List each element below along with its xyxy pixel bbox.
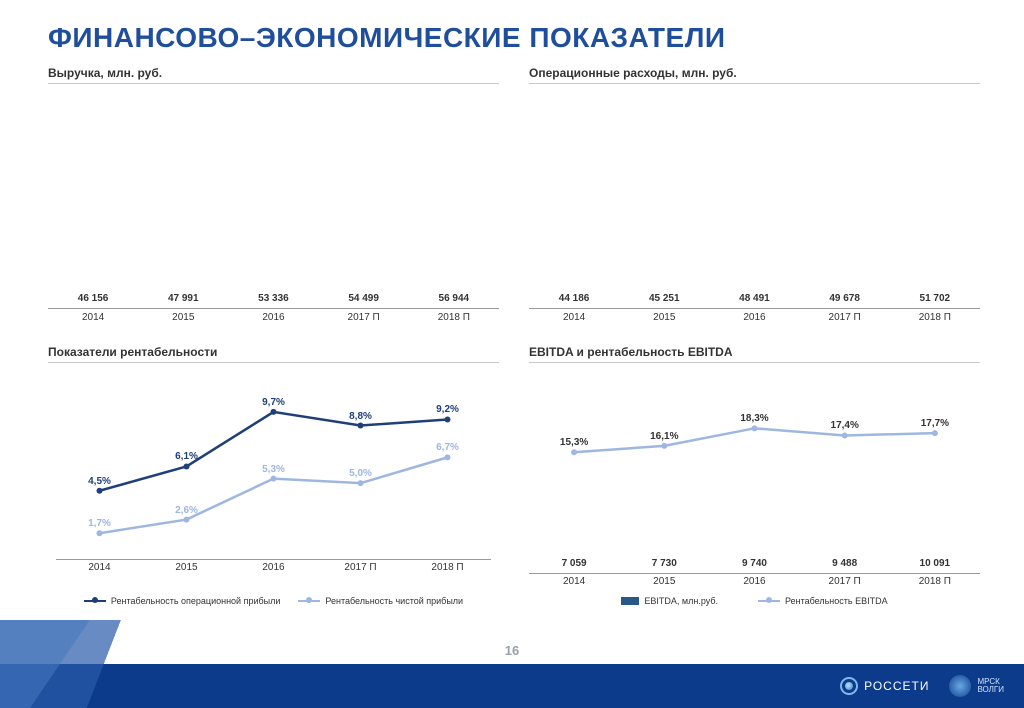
point-label: 9,7% <box>262 397 285 408</box>
panel-title-ebitda: EBITDA и рентабельность EBITDA <box>529 345 980 363</box>
x-axis-label: 2016 <box>714 312 795 327</box>
x-axis-label: 2014 <box>534 576 615 590</box>
point-label: 15,3% <box>560 437 588 448</box>
point-label: 6,1% <box>175 451 198 462</box>
legend-label: Рентабельность EBITDA <box>785 596 888 606</box>
panel-revenue: Выручка, млн. руб. 46 156 47 991 53 336 54 … <box>48 66 499 327</box>
point-label: 2,6% <box>175 505 198 516</box>
legend-item: Рентабельность операционной прибыли <box>84 596 280 606</box>
x-axis-label: 2016 <box>714 576 795 590</box>
bar-value-label: 53 336 <box>258 293 289 304</box>
panel-opex: Операционные расходы, млн. руб. 44 186 45… <box>529 66 980 327</box>
bar-value-label: 54 499 <box>348 293 379 304</box>
chart-opex: 44 186 45 251 48 491 49 678 51 702 2014 2015 2… <box>529 92 980 327</box>
x-axis-label: 2017 П <box>323 312 404 327</box>
panel-title-profitability: Показатели рентабельности <box>48 345 499 363</box>
point-label: 16,1% <box>650 431 678 442</box>
x-axis-label: 2014 <box>53 312 134 327</box>
bar: 47 991 <box>143 293 224 308</box>
point-label: 17,7% <box>921 418 949 429</box>
legend-item: Рентабельность EBITDA <box>758 596 888 606</box>
x-axis-label: 2017 П <box>804 312 885 327</box>
x-axis-label: 2017 П <box>317 562 404 576</box>
bar-value-label: 45 251 <box>649 293 680 304</box>
x-axis-label: 2017 П <box>804 576 885 590</box>
legend-profitability: Рентабельность операционной прибыли Рент… <box>48 596 499 606</box>
legend-label: EBITDA, млн.руб. <box>644 596 718 606</box>
panel-title-opex: Операционные расходы, млн. руб. <box>529 66 980 84</box>
bar: 46 156 <box>53 293 134 308</box>
footer-bar: РОССЕТИ МРСК ВОЛГИ <box>0 664 1024 708</box>
point-label: 17,4% <box>831 420 859 431</box>
point-label: 5,0% <box>349 468 372 479</box>
legend-item: EBITDA, млн.руб. <box>621 596 718 606</box>
bar: 54 499 <box>323 293 404 308</box>
rosseti-logo-icon <box>840 677 858 695</box>
mrsk-logo-icon <box>949 675 971 697</box>
bar: 53 336 <box>233 293 314 308</box>
point-label: 6,7% <box>436 442 459 453</box>
bar: 49 678 <box>804 293 885 308</box>
x-axis-label: 2015 <box>624 576 705 590</box>
chart-profitability: 4,5% 6,1% 9,7% 8,8% 9,2% 1,7% 2,6% 5,3% 5,0% 6,7%… <box>48 371 499 606</box>
chart-revenue: 46 156 47 991 53 336 54 499 56 944 2014 2015 2… <box>48 92 499 327</box>
chart-ebitda: 7 0597 7309 7409 48810 091 15,3%16,1%18,… <box>529 371 980 606</box>
x-axis-label: 2018 П <box>894 576 975 590</box>
bar-value-label: 51 702 <box>920 293 951 304</box>
x-axis-label: 2015 <box>624 312 705 327</box>
brand-mrsk: МРСК ВОЛГИ <box>949 675 1004 697</box>
page-title: ФИНАНСОВО–ЭКОНОМИЧЕСКИЕ ПОКАЗАТЕЛИ <box>0 0 1024 66</box>
x-axis-label: 2016 <box>233 312 314 327</box>
x-axis-label: 2014 <box>56 562 143 576</box>
brand-rosseti: РОССЕТИ <box>840 677 929 695</box>
point-label: 4,5% <box>88 476 111 487</box>
bar-value-label: 48 491 <box>739 293 770 304</box>
bar-value-label: 47 991 <box>168 293 199 304</box>
x-axis-label: 2014 <box>534 312 615 327</box>
x-axis-label: 2018 П <box>404 562 491 576</box>
legend-label: Рентабельность чистой прибыли <box>325 596 463 606</box>
panel-ebitda: EBITDA и рентабельность EBITDA 7 0597 73… <box>529 345 980 606</box>
bar-value-label: 46 156 <box>78 293 109 304</box>
bar-value-label: 56 944 <box>439 293 470 304</box>
panel-profitability: Показатели рентабельности 4,5% 6,1% 9,7% 8,… <box>48 345 499 606</box>
panel-title-revenue: Выручка, млн. руб. <box>48 66 499 84</box>
legend-square-icon <box>621 597 639 605</box>
point-label: 8,8% <box>349 411 372 422</box>
x-axis-label: 2015 <box>143 562 230 576</box>
x-axis-label: 2018 П <box>894 312 975 327</box>
legend-item: Рентабельность чистой прибыли <box>298 596 463 606</box>
x-axis-label: 2016 <box>230 562 317 576</box>
point-label: 1,7% <box>88 518 111 529</box>
x-axis-label: 2018 П <box>413 312 494 327</box>
chart-grid: Выручка, млн. руб. 46 156 47 991 53 336 54 … <box>0 66 1024 606</box>
point-label: 5,3% <box>262 464 285 475</box>
point-label: 18,3% <box>740 413 768 424</box>
bar: 44 186 <box>534 293 615 308</box>
point-label: 9,2% <box>436 404 459 415</box>
legend-ebitda: EBITDA, млн.руб. Рентабельность EBITDA <box>529 596 980 606</box>
brand2-line2: ВОЛГИ <box>977 686 1004 694</box>
x-axis-label: 2015 <box>143 312 224 327</box>
brand-label: РОССЕТИ <box>864 679 929 693</box>
legend-label: Рентабельность операционной прибыли <box>111 596 280 606</box>
page-number: 16 <box>505 643 519 658</box>
bar: 51 702 <box>894 293 975 308</box>
bar: 45 251 <box>624 293 705 308</box>
bar: 56 944 <box>413 293 494 308</box>
bar-value-label: 49 678 <box>829 293 860 304</box>
bar-value-label: 44 186 <box>559 293 590 304</box>
bar: 48 491 <box>714 293 795 308</box>
